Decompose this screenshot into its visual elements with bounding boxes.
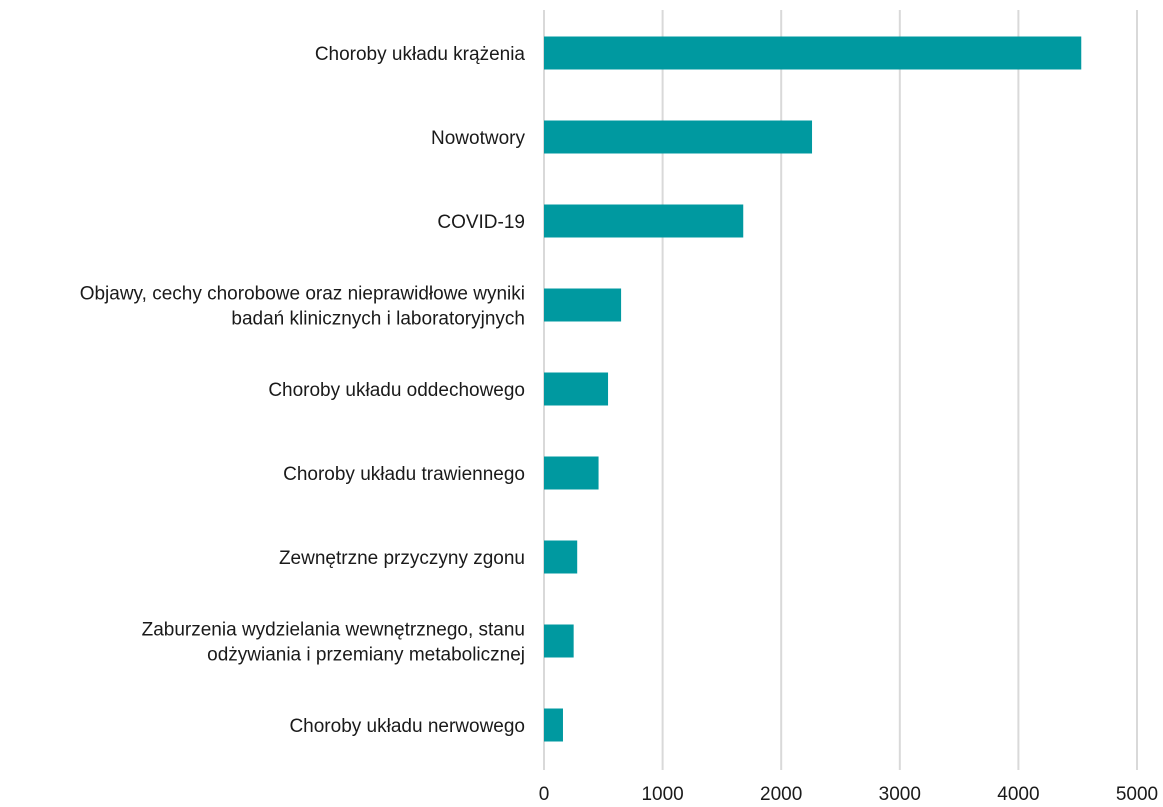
category-label: Choroby układu nerwowego xyxy=(289,716,525,737)
category-label-line: Choroby układu nerwowego xyxy=(289,716,525,737)
category-label-line: Objawy, cechy chorobowe oraz nieprawidło… xyxy=(80,284,525,305)
category-label-line: Nowotwory xyxy=(431,128,525,149)
category-label: Objawy, cechy chorobowe oraz nieprawidło… xyxy=(80,284,525,330)
x-axis-ticks: 0 1000 2000 3000 4000 5000 xyxy=(539,784,1158,805)
category-label-line: Choroby układu krążenia xyxy=(315,44,526,65)
category-label: Choroby układu trawiennego xyxy=(283,464,525,485)
x-tick-label: 4000 xyxy=(997,784,1039,805)
category-label: Choroby układu krążenia xyxy=(315,44,526,65)
bar xyxy=(544,121,812,154)
x-tick-label: 1000 xyxy=(641,784,683,805)
category-label-line: odżywiania i przemiany metabolicznej xyxy=(207,645,525,666)
x-tick-label: 5000 xyxy=(1116,784,1158,805)
bar xyxy=(544,205,743,238)
bars xyxy=(544,37,1081,742)
category-labels: Choroby układu krążenia Nowotwory COVID-19… xyxy=(80,44,526,737)
bar xyxy=(544,709,563,742)
category-label-line: badań klinicznych i laboratoryjnych xyxy=(231,309,525,330)
category-label-line: Choroby układu trawiennego xyxy=(283,464,525,485)
category-label-line: Choroby układu oddechowego xyxy=(268,380,525,401)
bar xyxy=(544,37,1081,70)
category-label: Choroby układu oddechowego xyxy=(268,380,525,401)
bar xyxy=(544,541,577,574)
category-label: Zaburzenia wydzielania wewnętrznego, sta… xyxy=(142,620,525,666)
x-tick-label: 0 xyxy=(539,784,550,805)
category-label-line: COVID-19 xyxy=(437,212,525,233)
bar xyxy=(544,457,599,490)
category-label-line: Zewnętrzne przyczyny zgonu xyxy=(279,548,525,569)
bar xyxy=(544,289,621,322)
bar xyxy=(544,625,574,658)
category-label: COVID-19 xyxy=(437,212,525,233)
x-tick-label: 3000 xyxy=(879,784,921,805)
bar xyxy=(544,373,608,406)
category-label-line: Zaburzenia wydzielania wewnętrznego, sta… xyxy=(142,620,525,641)
x-tick-label: 2000 xyxy=(760,784,802,805)
category-label: Zewnętrzne przyczyny zgonu xyxy=(279,548,525,569)
category-label: Nowotwory xyxy=(431,128,525,149)
